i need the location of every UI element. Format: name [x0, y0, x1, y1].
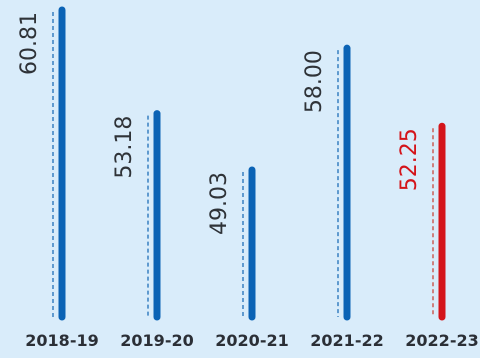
category-label-4: 2022-23	[405, 331, 478, 350]
bars-group: 60.81 53.18 49.03 58.00 52.25	[17, 6, 446, 321]
category-label-2: 2020-21	[215, 331, 288, 350]
value-label-0: 60.81	[17, 12, 42, 75]
value-label-2: 49.03	[207, 172, 232, 235]
value-label-3: 58.00	[302, 50, 327, 113]
value-label-1: 53.18	[112, 116, 137, 179]
category-label-3: 2021-22	[310, 331, 383, 350]
category-axis: 2018-19 2019-20 2020-21 2021-22 2022-23	[25, 331, 478, 350]
value-label-4: 52.25	[397, 128, 422, 191]
category-label-0: 2018-19	[25, 331, 98, 350]
category-label-1: 2019-20	[120, 331, 193, 350]
